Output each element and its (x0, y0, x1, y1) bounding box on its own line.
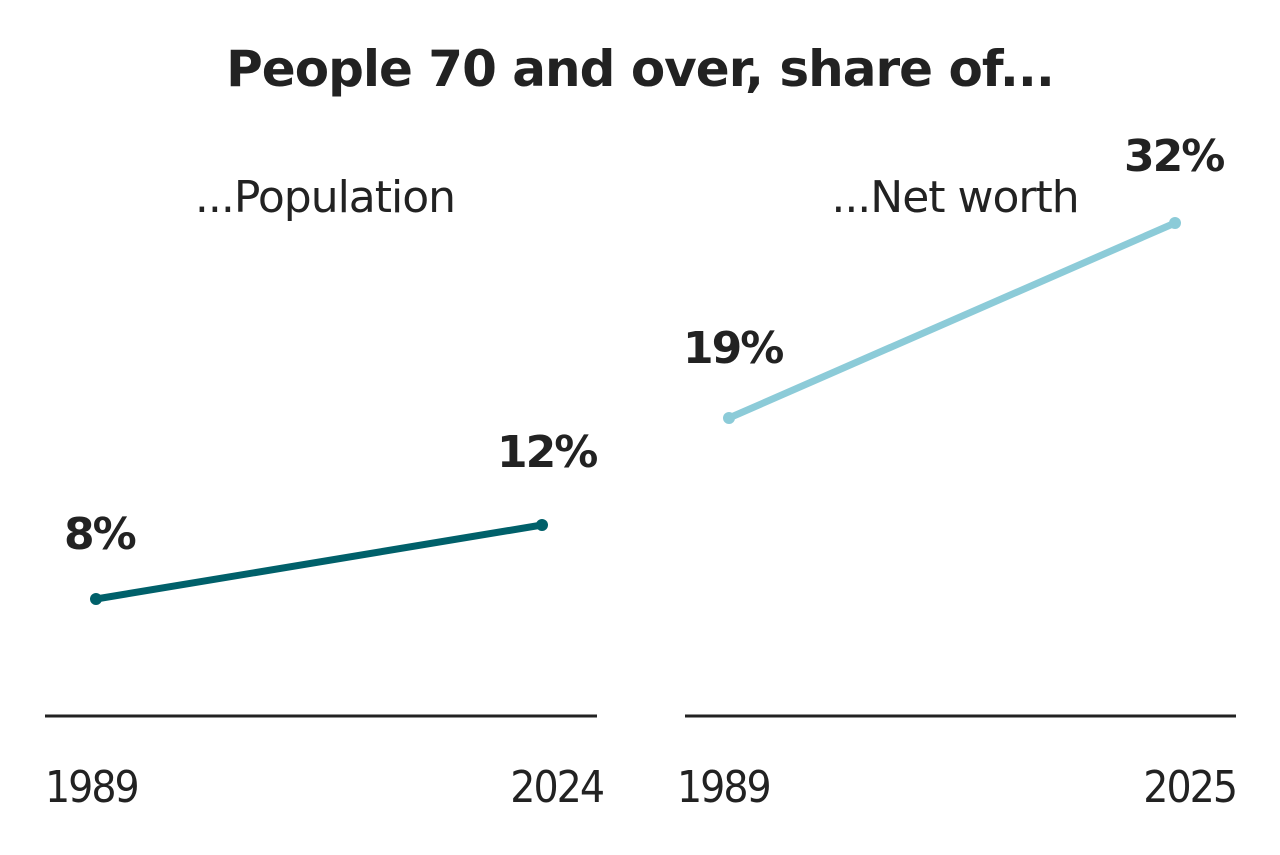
data-point (90, 593, 102, 605)
data-point (723, 412, 735, 424)
data-label: 12% (497, 427, 597, 478)
x-tick-label: 1989 (677, 762, 770, 813)
data-label: 8% (64, 509, 136, 560)
panel-subtitle: ...Population (195, 172, 455, 223)
data-label: 32% (1124, 131, 1224, 182)
data-point (536, 519, 548, 531)
x-tick-label: 2025 (1143, 762, 1236, 813)
data-point (1169, 217, 1181, 229)
series-line (725, 219, 1179, 422)
x-tick-label: 2024 (510, 762, 603, 813)
series-line (92, 521, 546, 603)
chart-title: People 70 and over, share of... (226, 40, 1055, 98)
data-label: 19% (683, 323, 783, 374)
panel-subtitle: ...Net worth (831, 172, 1078, 223)
x-tick-label: 1989 (45, 762, 138, 813)
